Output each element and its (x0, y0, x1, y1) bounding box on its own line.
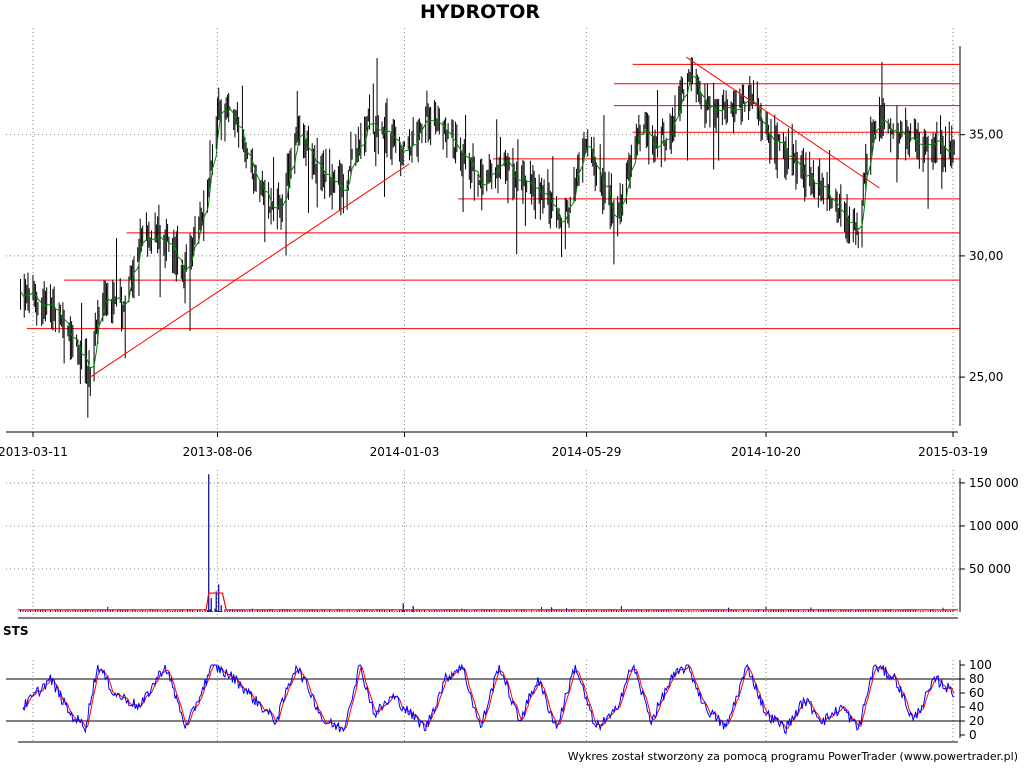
volume-y-tick-label: 150 000 (969, 476, 1019, 490)
volume-y-tick-label: 50 000 (969, 562, 1011, 576)
price-y-tick-label: 30,00 (969, 249, 1003, 263)
sts-panel-title: STS (3, 624, 29, 638)
price-x-tick-label: 2013-08-06 (183, 445, 253, 459)
sts-y-tick-label: 20 (969, 714, 984, 728)
moving-average-line (20, 74, 955, 369)
sts-y-tick-label: 0 (969, 728, 977, 742)
price-y-tick-label: 25,00 (969, 370, 1003, 384)
sts-signal-line (22, 664, 955, 731)
sts-y-tick-label: 80 (969, 672, 984, 686)
price-x-tick-label: 2014-05-29 (552, 445, 622, 459)
credit-text: Wykres został stworzony za pomocą progra… (567, 750, 1018, 763)
price-x-tick-label: 2013-03-11 (0, 445, 68, 459)
price-x-tick-label: 2014-01-03 (370, 445, 440, 459)
trend-line (685, 56, 880, 189)
price-panel: 2013-03-11 2013-08-06 2014-01-03 2014-05-29… (0, 28, 1003, 742)
sts-y-tick-label: 100 (969, 658, 992, 672)
price-x-tick-label: 2014-10-20 (731, 445, 801, 459)
price-x-tick-label: 2015-03-19 (918, 445, 988, 459)
chart-title: HYDROTOR (420, 1, 540, 23)
volume-panel: 50 000 100 000 150 000 (6, 474, 1019, 619)
sts-y-tick-label: 40 (969, 700, 984, 714)
price-y-tick-label: 35,00 (969, 128, 1003, 142)
volume-average-line (18, 592, 958, 611)
sts-k-line (22, 663, 955, 735)
volume-y-tick-label: 100 000 (969, 519, 1019, 533)
trend-line (90, 163, 410, 378)
sts-y-tick-label: 60 (969, 686, 984, 700)
